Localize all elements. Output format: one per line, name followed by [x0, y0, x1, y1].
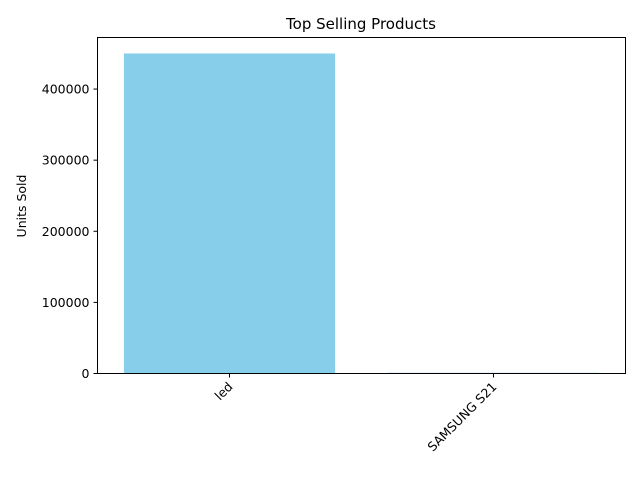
y-tick-label: 100000 — [42, 295, 90, 310]
bars-group — [123, 53, 600, 374]
bar-led — [123, 53, 336, 374]
y-tick-label: 300000 — [42, 153, 90, 168]
x-tick-label: led — [212, 379, 236, 403]
y-axis: 0 100000 200000 300000 400000 — [42, 82, 98, 381]
y-tick-label: 0 — [82, 366, 90, 381]
y-tick-label: 400000 — [42, 82, 90, 97]
y-axis-title: Units Sold — [14, 175, 29, 238]
x-tick-label: SAMSUNG S21 — [424, 379, 499, 454]
chart-title: Top Selling Products — [285, 15, 436, 33]
x-axis: led SAMSUNG S21 — [212, 373, 500, 454]
y-tick-label: 200000 — [42, 224, 90, 239]
plot-frame — [97, 37, 626, 374]
